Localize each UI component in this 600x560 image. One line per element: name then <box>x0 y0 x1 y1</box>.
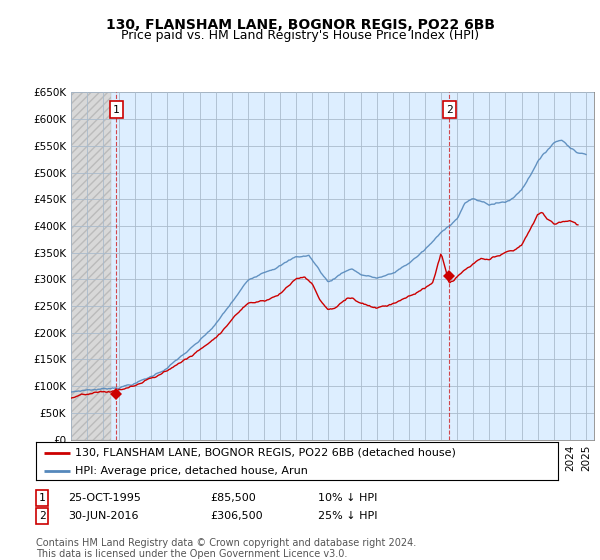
Text: Price paid vs. HM Land Registry's House Price Index (HPI): Price paid vs. HM Land Registry's House … <box>121 29 479 42</box>
Text: 30-JUN-2016: 30-JUN-2016 <box>68 511 139 521</box>
Text: 1: 1 <box>38 493 46 503</box>
Text: £306,500: £306,500 <box>210 511 263 521</box>
Text: 130, FLANSHAM LANE, BOGNOR REGIS, PO22 6BB: 130, FLANSHAM LANE, BOGNOR REGIS, PO22 6… <box>106 18 494 32</box>
Text: 2: 2 <box>38 511 46 521</box>
Text: 10% ↓ HPI: 10% ↓ HPI <box>318 493 377 503</box>
Text: 25% ↓ HPI: 25% ↓ HPI <box>318 511 377 521</box>
Text: £85,500: £85,500 <box>210 493 256 503</box>
Polygon shape <box>71 92 111 440</box>
Text: HPI: Average price, detached house, Arun: HPI: Average price, detached house, Arun <box>75 466 308 477</box>
Text: 2: 2 <box>446 105 452 115</box>
Text: 1: 1 <box>113 105 119 115</box>
Text: Contains HM Land Registry data © Crown copyright and database right 2024.
This d: Contains HM Land Registry data © Crown c… <box>36 538 416 559</box>
Text: 25-OCT-1995: 25-OCT-1995 <box>68 493 141 503</box>
Text: 130, FLANSHAM LANE, BOGNOR REGIS, PO22 6BB (detached house): 130, FLANSHAM LANE, BOGNOR REGIS, PO22 6… <box>75 447 456 458</box>
